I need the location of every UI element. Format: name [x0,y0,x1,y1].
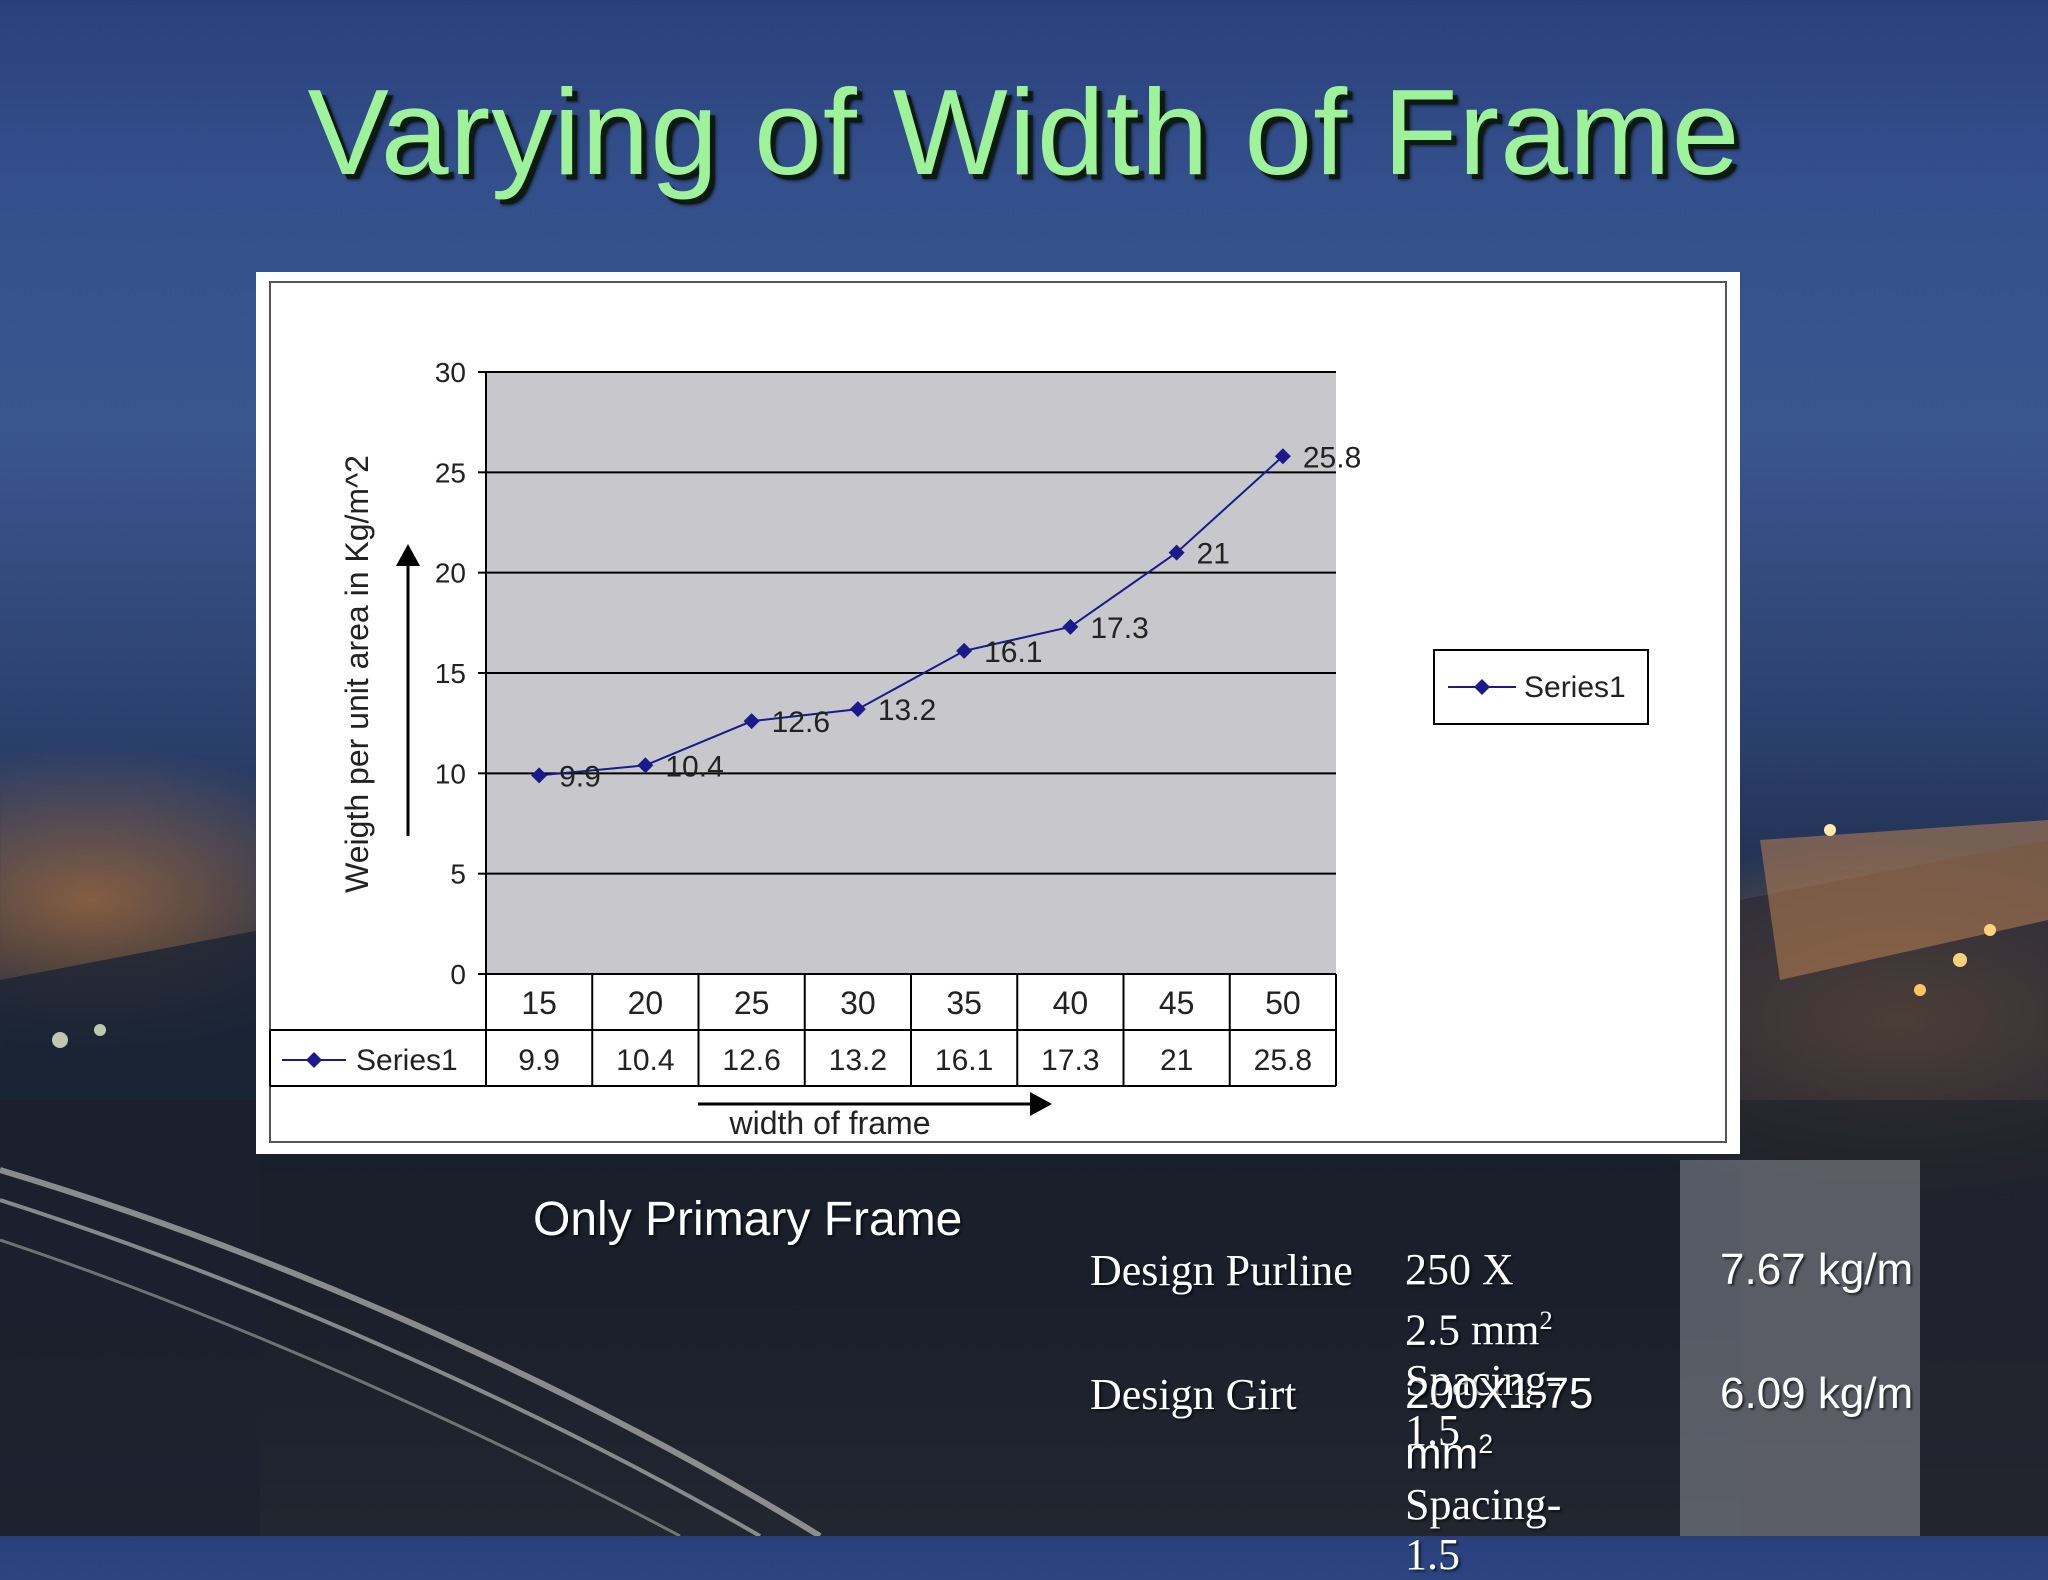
data-label: 12.6 [772,706,830,739]
data-label: 17.3 [1090,612,1148,645]
data-point [849,701,866,718]
x-category-label: 15 [521,985,557,1021]
table-legend-key-marker [306,1052,322,1068]
x-category-label: 20 [628,985,664,1021]
chart-frame [269,281,1727,1143]
data-point [956,642,973,659]
line-chart: 0 5 10 15 20 25 30 Weigth per unit area in Kg/m… [269,281,1727,1143]
data-label: 21 [1197,538,1230,571]
x-category-label: 45 [1159,985,1195,1021]
x-category-label: 30 [840,985,876,1021]
table-value: 16.1 [935,1044,993,1077]
x-category-label: 25 [734,985,770,1021]
table-value: 13.2 [829,1044,887,1077]
table-value: 21 [1160,1044,1193,1077]
spec-name: Design Girt [1090,1370,1297,1419]
y-axis-label: Weigth per unit area in Kg/m^2 [339,455,375,893]
spec-size-value: 250 X 2.5 mm [1405,1245,1540,1355]
data-point [637,757,654,774]
chart-panel: 0 5 10 15 20 25 30 Weigth per unit area in Kg/m… [256,272,1740,1154]
data-point [531,767,548,784]
data-label: 16.1 [984,636,1042,669]
y-tick-label: 10 [435,758,466,789]
spec-size: 200X1.75 mm2 Spacing-1.5 [1405,1369,1593,1580]
y-axis-arrow-head [396,544,420,566]
y-tick-label: 0 [450,959,466,990]
background-night-city-photo [0,820,2048,1536]
data-point [1062,618,1079,635]
y-tick-label: 30 [435,357,466,388]
y-tick-label: 25 [435,457,466,488]
table-value: 25.8 [1254,1044,1312,1077]
data-point [1274,448,1291,465]
y-tick-label: 20 [435,558,466,589]
x-category-label: 35 [946,985,982,1021]
legend-series-name: Series1 [1524,671,1626,704]
spec-size-unit-sup: 2 [1539,1305,1553,1335]
table-series-name: Series1 [356,1044,458,1077]
table-value: 17.3 [1041,1044,1099,1077]
data-label: 13.2 [878,694,936,727]
x-category-label: 40 [1053,985,1089,1021]
data-label: 25.8 [1303,441,1361,474]
spec-spacing: Spacing-1.5 [1405,1355,1562,1455]
spec-size-unit-sup: 2 [1478,1429,1493,1459]
x-axis-arrow-head [1030,1092,1052,1116]
data-point [1168,544,1185,561]
y-tick-label: 15 [435,658,466,689]
y-tick-label: 5 [450,859,466,890]
chart-caption: Only Primary Frame [533,1193,963,1246]
data-label: 9.9 [559,760,601,793]
x-category-label: 50 [1265,985,1301,1021]
spec-weight: 7.67 kg/m [1720,1245,1914,1294]
spec-name: Design Purline [1090,1246,1353,1295]
spec-size-value: 200X1.75 mm [1405,1369,1594,1479]
data-label: 10.4 [665,750,723,783]
spec-size: 250 X 2.5 mm2 Spacing-1.5 [1405,1245,1561,1456]
table-value: 9.9 [518,1044,560,1077]
table-value: 10.4 [616,1044,674,1077]
spec-spacing: Spacing-1.5 [1405,1479,1562,1579]
series-line [539,455,1284,777]
spec-weight: 6.09 kg/m [1720,1369,1914,1418]
slide-title: Varying of Width of Frame [307,64,1741,200]
data-point [743,713,760,730]
x-axis-label: width of frame [729,1105,931,1141]
legend-key-marker [1474,679,1490,695]
table-value: 12.6 [722,1044,780,1077]
